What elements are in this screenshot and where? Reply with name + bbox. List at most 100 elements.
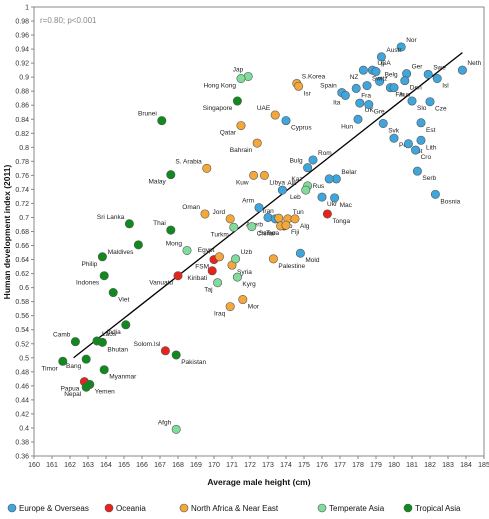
data-point: [308, 155, 318, 165]
point-label: UK: [365, 107, 375, 114]
x-tick-label: 185: [478, 462, 489, 469]
data-point: [403, 139, 413, 149]
point-label: Hong Kong: [203, 83, 236, 90]
point-label: Iran: [263, 208, 275, 215]
point-label: Nor: [406, 37, 417, 44]
point-label: Serb: [422, 175, 436, 182]
point-label: Bahrain: [230, 147, 253, 154]
data-point: [99, 365, 109, 375]
y-tick-label: 0.54: [15, 327, 29, 334]
x-axis-title: Average male height (cm): [207, 477, 310, 487]
point-label: Fra: [361, 92, 371, 99]
data-point: [358, 65, 368, 75]
legend-label: Tropical Asia: [415, 504, 461, 513]
x-tick-label: 173: [262, 462, 274, 469]
data-point: [268, 254, 278, 264]
point-label: USA: [377, 60, 391, 67]
data-point: [430, 189, 440, 199]
x-tick-label: 165: [118, 462, 130, 469]
point-label: Turkm: [211, 231, 229, 238]
data-point: [259, 170, 269, 180]
point-label: Mac: [340, 202, 353, 209]
point-label: Cze: [435, 106, 447, 113]
data-point: [229, 222, 239, 232]
point-label: Afgh: [158, 419, 172, 426]
point-label: Palestine: [278, 263, 305, 270]
data-point: [173, 271, 183, 281]
data-point: [171, 424, 181, 434]
y-tick-label: 0.86: [15, 103, 29, 110]
data-point: [330, 193, 340, 203]
y-tick-label: 0.66: [15, 243, 29, 250]
point-label: Mold: [305, 257, 319, 264]
trend-line: [73, 52, 463, 359]
point-label: Ger: [412, 64, 424, 71]
point-label: UAE: [257, 105, 271, 112]
data-point: [281, 220, 291, 230]
y-tick-label: 0.9: [19, 75, 29, 82]
point-label: Isl: [442, 83, 449, 90]
data-point: [355, 98, 365, 108]
y-tick-label: 0.46: [15, 383, 29, 390]
y-tick-label: 0.78: [15, 159, 29, 166]
x-tick-label: 183: [442, 462, 454, 469]
data-point: [160, 346, 170, 356]
x-tick-label: 181: [406, 462, 418, 469]
x-tick-label: 168: [172, 462, 184, 469]
x-tick-label: 178: [352, 462, 364, 469]
y-tick-label: 0.44: [15, 397, 29, 404]
point-label: Bang: [66, 363, 82, 370]
y-tick-label: 0.58: [15, 299, 29, 306]
point-label: Singapore: [203, 105, 233, 112]
correlation-annotation: r=0.80; p<0.001: [40, 16, 97, 25]
data-point: [322, 209, 332, 219]
point-label: Belar: [341, 169, 357, 176]
data-point: [303, 163, 313, 173]
point-label: Camb: [53, 332, 71, 339]
y-tick-label: 0.62: [15, 271, 29, 278]
point-label: Oman: [182, 204, 200, 211]
y-axis: 0.36 0.38 0.4 0.42 0.44 0.46 0.48 0.5 0.52 0.54 0.…: [15, 5, 34, 461]
point-label: Laos: [102, 331, 117, 338]
y-tick-label: 0.7: [19, 215, 29, 222]
trend-line-layer: [73, 52, 463, 359]
point-label: Jap: [233, 66, 244, 73]
data-point: [416, 118, 426, 128]
data-point: [232, 272, 242, 282]
y-tick-label: 0.98: [15, 19, 29, 26]
data-point: [214, 252, 224, 262]
point-label: Egypt: [198, 247, 215, 254]
y-tick-label: 0.76: [15, 173, 29, 180]
point-label: Maldives: [108, 249, 134, 256]
y-tick-label: 0.8: [19, 145, 29, 152]
legend-label: Temperate Asia: [329, 504, 385, 513]
y-tick-label: 0.56: [15, 313, 29, 320]
point-label: Timor: [41, 365, 58, 372]
x-axis: 160 161 162 163 164 165 166 167 168 169 170 171 172 1…: [28, 456, 489, 469]
y-tick-label: 0.84: [15, 117, 29, 124]
point-label: Aus: [399, 92, 411, 99]
data-point: [70, 337, 80, 347]
point-label: Fiji: [291, 229, 299, 236]
x-tick-label: 175: [298, 462, 310, 469]
data-point: [389, 83, 399, 93]
point-label: Hun: [341, 123, 353, 130]
data-point: [99, 271, 109, 281]
legend: Europe & Overseas Oceania North Africa & N…: [7, 503, 461, 513]
point-label: Taj: [204, 287, 212, 294]
data-point: [364, 100, 374, 110]
data-point: [412, 166, 422, 176]
data-point: [97, 252, 107, 262]
data-point: [249, 170, 259, 180]
point-label: Mong: [166, 240, 183, 247]
point-label: Rom: [318, 150, 332, 157]
data-point: [457, 65, 467, 75]
legend-swatch: [179, 503, 189, 513]
data-point: [200, 209, 210, 219]
y-tick-label: 0.42: [15, 411, 29, 418]
data-point: [371, 67, 381, 77]
y-tick-label: 0.36: [15, 454, 29, 461]
point-label: Fin: [395, 92, 404, 99]
data-point: [416, 135, 426, 145]
